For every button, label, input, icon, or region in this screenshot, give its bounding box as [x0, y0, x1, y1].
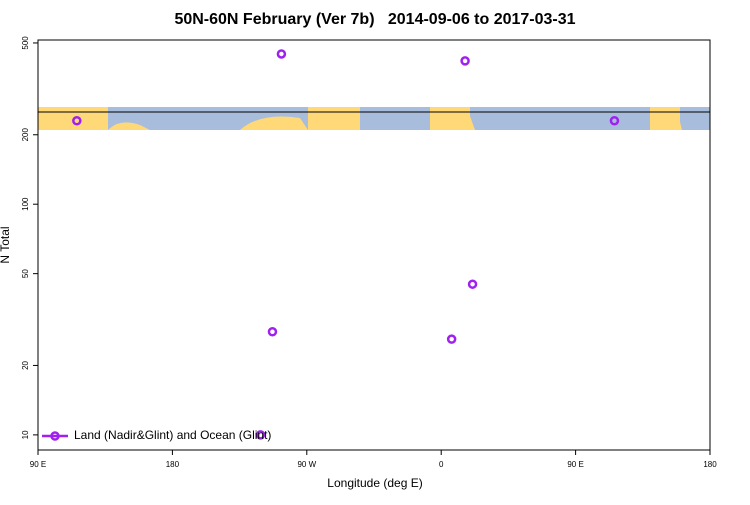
- y-tick-label: 10: [21, 430, 30, 439]
- y-tick-label: 200: [21, 128, 30, 142]
- x-tick-label: 90 W: [297, 460, 316, 469]
- point: [446, 334, 457, 344]
- legend-marker: [50, 431, 60, 441]
- map-strip: [38, 107, 710, 130]
- x-tick-label: 90 E: [567, 460, 583, 469]
- y-axis-label: N Total: [0, 226, 12, 263]
- y-tick-label: 500: [21, 36, 30, 50]
- point: [460, 56, 470, 66]
- y-tick-label: 20: [21, 360, 30, 369]
- legend-label: Land (Nadir&Glint) and Ocean (Glint): [74, 428, 271, 442]
- y-tick-label: 50: [21, 269, 30, 278]
- x-tick-label: 180: [166, 460, 180, 469]
- x-axis-label: Longitude (deg E): [327, 476, 422, 490]
- y-tick-label: 100: [21, 197, 30, 211]
- x-tick-label: 90 E: [30, 460, 46, 469]
- chart-title: 50N-60N February (Ver 7b) 2014-09-06 to …: [174, 11, 575, 28]
- point: [255, 430, 266, 440]
- x-tick-label: 0: [439, 460, 444, 469]
- point: [609, 116, 620, 126]
- point: [276, 49, 287, 59]
- point: [72, 116, 82, 126]
- point: [267, 326, 278, 337]
- point: [467, 279, 478, 289]
- plot-frame: [37, 39, 711, 451]
- x-tick-label: 180: [703, 460, 717, 469]
